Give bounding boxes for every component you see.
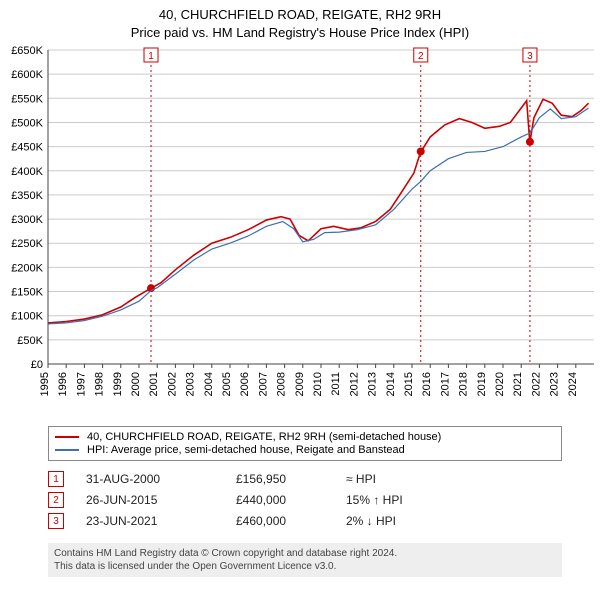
svg-text:2007: 2007 (257, 372, 269, 396)
title-line-2: Price paid vs. HM Land Registry's House … (0, 24, 600, 42)
sale-price: £156,950 (236, 472, 346, 486)
svg-text:2021: 2021 (512, 372, 524, 396)
sale-price: £440,000 (236, 493, 346, 507)
svg-text:1995: 1995 (39, 372, 51, 396)
sale-marker: 1 (48, 471, 64, 487)
svg-text:1999: 1999 (112, 372, 124, 396)
svg-text:£0: £0 (31, 359, 43, 371)
svg-text:£600K: £600K (11, 70, 43, 82)
legend-row: 40, CHURCHFIELD ROAD, REIGATE, RH2 9RH (… (55, 431, 555, 443)
svg-text:2016: 2016 (421, 372, 433, 396)
svg-text:1996: 1996 (57, 372, 69, 396)
svg-text:2018: 2018 (458, 372, 470, 396)
sale-date: 23-JUN-2021 (86, 514, 236, 528)
svg-text:£100K: £100K (11, 311, 43, 323)
sale-vs-hpi: 2% ↓ HPI (346, 514, 396, 528)
svg-text:2012: 2012 (348, 372, 360, 396)
svg-text:2001: 2001 (148, 372, 160, 396)
sale-marker: 3 (48, 513, 64, 529)
footer-attribution: Contains HM Land Registry data © Crown c… (48, 543, 562, 577)
svg-text:£250K: £250K (11, 239, 43, 251)
svg-text:2009: 2009 (294, 372, 306, 396)
sales-table: 1 31-AUG-2000£156,950≈ HPI 2 26-JUN-2015£44… (48, 471, 562, 529)
sale-date: 31-AUG-2000 (86, 472, 236, 486)
svg-text:£50K: £50K (17, 335, 43, 347)
svg-text:2015: 2015 (403, 372, 415, 396)
sale-date: 26-JUN-2015 (86, 493, 236, 507)
svg-text:2023: 2023 (549, 372, 561, 396)
svg-text:£300K: £300K (11, 214, 43, 226)
svg-text:£150K: £150K (11, 287, 43, 299)
svg-text:2020: 2020 (494, 372, 506, 396)
svg-text:£650K: £650K (11, 45, 43, 57)
legend: 40, CHURCHFIELD ROAD, REIGATE, RH2 9RH (… (48, 426, 562, 461)
svg-text:2011: 2011 (330, 372, 342, 396)
sale-row: 3 23-JUN-2021£460,0002% ↓ HPI (48, 513, 562, 529)
sale-row: 2 26-JUN-2015£440,00015% ↑ HPI (48, 492, 562, 508)
svg-text:2: 2 (418, 51, 424, 62)
sale-price: £460,000 (236, 514, 346, 528)
svg-text:2008: 2008 (276, 372, 288, 396)
svg-text:1997: 1997 (75, 372, 87, 396)
svg-text:2004: 2004 (203, 372, 215, 396)
svg-text:£550K: £550K (11, 94, 43, 106)
legend-row: HPI: Average price, semi-detached house,… (55, 444, 555, 456)
footer-line-2: This data is licensed under the Open Gov… (54, 560, 556, 573)
svg-text:2000: 2000 (130, 372, 142, 396)
svg-text:£200K: £200K (11, 263, 43, 275)
svg-text:£350K: £350K (11, 190, 43, 202)
svg-text:2019: 2019 (476, 372, 488, 396)
svg-text:2024: 2024 (567, 372, 579, 396)
legend-swatch (55, 436, 79, 438)
svg-text:3: 3 (527, 51, 533, 62)
svg-text:2002: 2002 (166, 372, 178, 396)
price-chart: £0 £50K £100K £150K £200K £250K £300K £350K £400… (0, 42, 600, 422)
legend-swatch (55, 449, 79, 451)
chart-title: 40, CHURCHFIELD ROAD, REIGATE, RH2 9RH P… (0, 0, 600, 42)
svg-text:£500K: £500K (11, 118, 43, 130)
svg-text:1998: 1998 (94, 372, 106, 396)
svg-text:2005: 2005 (221, 372, 233, 396)
svg-text:2003: 2003 (185, 372, 197, 396)
svg-text:2010: 2010 (312, 372, 324, 396)
svg-text:2017: 2017 (439, 372, 451, 396)
footer-line-1: Contains HM Land Registry data © Crown c… (54, 547, 556, 560)
svg-text:2006: 2006 (239, 372, 251, 396)
legend-label: HPI: Average price, semi-detached house,… (87, 444, 405, 456)
legend-label: 40, CHURCHFIELD ROAD, REIGATE, RH2 9RH (… (87, 431, 441, 443)
sale-marker: 2 (48, 492, 64, 508)
svg-text:2014: 2014 (385, 372, 397, 396)
svg-text:1: 1 (148, 51, 154, 62)
svg-text:2013: 2013 (367, 372, 379, 396)
sale-row: 1 31-AUG-2000£156,950≈ HPI (48, 471, 562, 487)
title-line-1: 40, CHURCHFIELD ROAD, REIGATE, RH2 9RH (0, 6, 600, 24)
svg-text:2022: 2022 (530, 372, 542, 396)
svg-text:£450K: £450K (11, 142, 43, 154)
svg-text:£400K: £400K (11, 166, 43, 178)
sale-vs-hpi: ≈ HPI (346, 472, 376, 486)
sale-vs-hpi: 15% ↑ HPI (346, 493, 403, 507)
